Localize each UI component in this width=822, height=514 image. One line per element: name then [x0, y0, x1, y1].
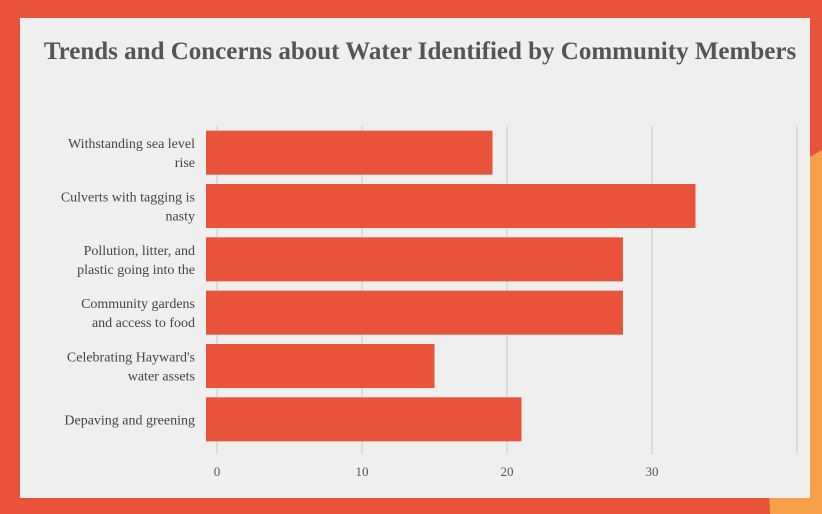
- x-tick-label: 20: [501, 464, 514, 479]
- category-label: Community gardens and access to food: [81, 297, 195, 331]
- category-label: Depaving and greening: [64, 413, 195, 428]
- category-label: Withstanding sea level rise: [68, 137, 195, 171]
- category-labels: Withstanding sea level rise Culverts with …: [61, 137, 195, 428]
- category-label-line: Pollution, litter, and: [84, 244, 195, 259]
- bar: [206, 397, 522, 442]
- chart-title: Trends and Concerns about Water Identifi…: [43, 38, 797, 65]
- bars: [206, 130, 696, 442]
- bar: [206, 237, 623, 282]
- category-label-line: Celebrating Hayward's: [67, 351, 195, 366]
- category-label-line: Depaving and greening: [64, 413, 195, 428]
- category-label-line: Community gardens: [81, 297, 195, 312]
- category-label-line: plastic going into the: [77, 263, 195, 278]
- x-tick-label: 30: [646, 464, 659, 479]
- bar: [206, 344, 435, 388]
- x-tick-label: 0: [214, 464, 221, 479]
- category-label: Pollution, litter, and plastic going into…: [77, 244, 195, 278]
- brush-stroke-left-2: [0, 255, 26, 310]
- category-label: Celebrating Hayward's water assets: [67, 351, 195, 385]
- brush-stroke-top: [360, 0, 545, 14]
- x-tick-label: 10: [356, 464, 369, 479]
- category-label-line: rise: [175, 156, 195, 171]
- bar: [206, 130, 493, 175]
- bar: [206, 290, 623, 335]
- category-label-line: water assets: [128, 370, 195, 385]
- bar: [206, 184, 696, 228]
- category-label-line: Culverts with tagging is: [61, 191, 195, 206]
- category-label: Culverts with tagging is nasty: [61, 191, 195, 225]
- category-label-line: and access to food: [92, 316, 195, 331]
- category-label-line: Withstanding sea level: [68, 137, 195, 152]
- category-label-line: nasty: [165, 210, 195, 225]
- x-tick-labels: 0 10 20 30: [214, 464, 659, 479]
